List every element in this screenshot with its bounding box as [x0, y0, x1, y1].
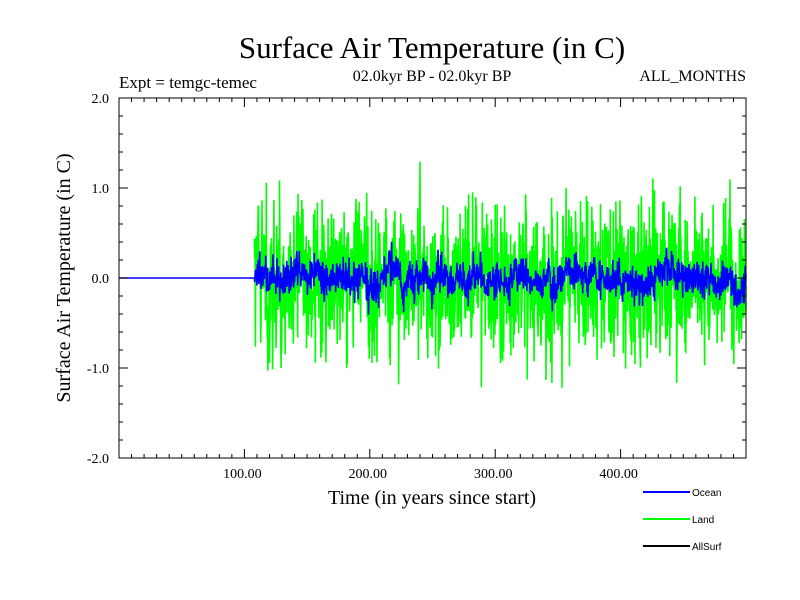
y-tick-label: 0.0: [92, 272, 110, 287]
legend-label-allsurf: AllSurf: [692, 542, 722, 553]
x-axis-label: Time (in years since start): [328, 487, 536, 509]
chart-subtitle-left: Expt = temgc-temec: [119, 73, 257, 92]
x-tick-label: 300.00: [474, 467, 513, 482]
legend-label-ocean: Ocean: [692, 488, 721, 499]
x-tick-label: 100.00: [223, 467, 262, 482]
chart-subtitle-center: 02.0kyr BP - 02.0kyr BP: [353, 68, 512, 85]
chart-subtitle-right: ALL_MONTHS: [639, 68, 746, 85]
y-axis-label: Surface Air Temperature (in C): [53, 153, 75, 402]
x-tick-label: 200.00: [349, 467, 388, 482]
y-tick-label: -2.0: [87, 452, 109, 467]
plot-frame: [118, 97, 747, 459]
series-line-land: [253, 161, 747, 388]
series-layer: [119, 161, 747, 388]
series-line-ocean: [119, 241, 747, 315]
y-tick-label: 2.0: [92, 92, 110, 107]
legend-label-land: Land: [692, 515, 714, 526]
y-tick-label: -1.0: [87, 362, 109, 377]
y-tick-label: 1.0: [92, 182, 110, 197]
legend: Ocean Land AllSurf: [643, 488, 722, 553]
x-tick-label: 400.00: [599, 467, 638, 482]
chart-title: Surface Air Temperature (in C): [239, 30, 625, 65]
